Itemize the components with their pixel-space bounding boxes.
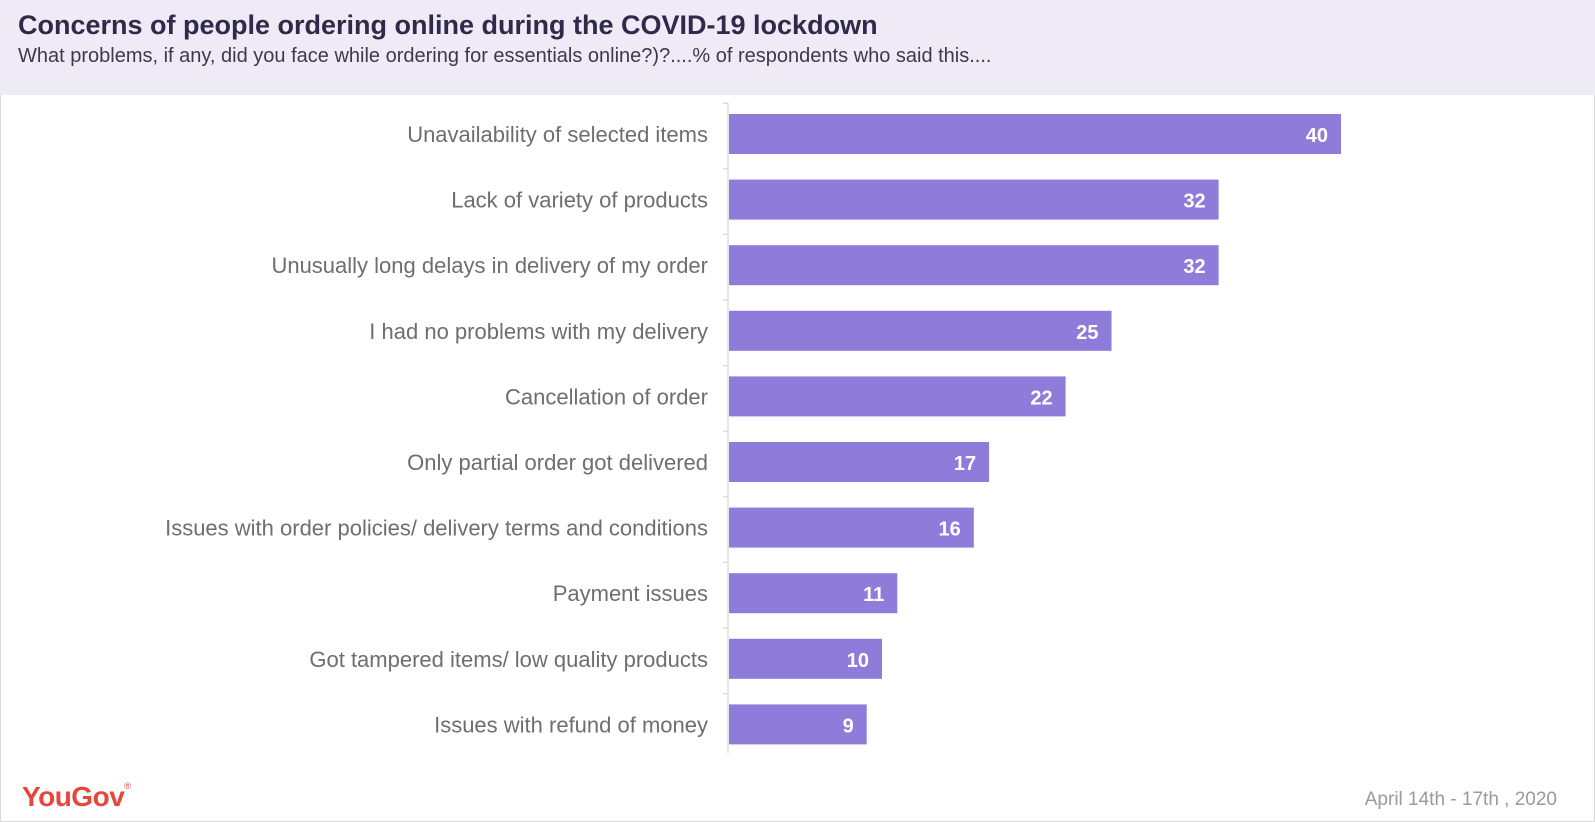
category-label: Unusually long delays in delivery of my … — [271, 253, 708, 278]
category-label: Issues with order policies/ delivery ter… — [165, 516, 708, 541]
data-label: 32 — [1183, 191, 1205, 213]
data-label: 32 — [1183, 256, 1205, 278]
bar — [729, 573, 898, 614]
bar — [729, 704, 867, 745]
bar — [729, 245, 1219, 286]
data-label: 22 — [1030, 387, 1052, 409]
registered-mark: ® — [124, 781, 131, 791]
bar-chart: Unavailability of selected items 40 Lack o… — [165, 102, 1341, 754]
chart-header: Concerns of people ordering online durin… — [0, 0, 1595, 95]
data-label: 10 — [847, 650, 869, 672]
survey-date: April 14th - 17th , 2020 — [1364, 789, 1557, 810]
data-label: 11 — [863, 584, 884, 606]
bar — [729, 442, 990, 482]
data-label: 9 — [843, 715, 854, 737]
data-label: 25 — [1076, 322, 1098, 344]
data-label: 16 — [939, 519, 961, 541]
data-label: 17 — [954, 453, 976, 475]
bar — [729, 638, 882, 679]
category-label: Lack of variety of products — [451, 188, 708, 213]
bar — [729, 179, 1219, 220]
category-label: I had no problems with my delivery — [369, 319, 708, 344]
category-label: Only partial order got delivered — [407, 450, 708, 475]
chart-subtitle: What problems, if any, did you face whil… — [18, 45, 992, 67]
category-label: Cancellation of order — [505, 384, 708, 409]
bar — [729, 114, 1341, 154]
bar — [729, 507, 974, 548]
yougov-logo: YouGov® — [22, 781, 131, 813]
category-label: Payment issues — [553, 581, 708, 606]
category-label: Issues with refund of money — [434, 712, 708, 737]
bar — [729, 310, 1112, 351]
category-label: Unavailability of selected items — [407, 122, 708, 147]
data-label: 40 — [1306, 125, 1328, 147]
chart-title: Concerns of people ordering online durin… — [18, 10, 878, 40]
logo-text: YouGov — [22, 781, 125, 812]
bar — [729, 376, 1066, 417]
category-label: Got tampered items/ low quality products — [309, 647, 708, 672]
